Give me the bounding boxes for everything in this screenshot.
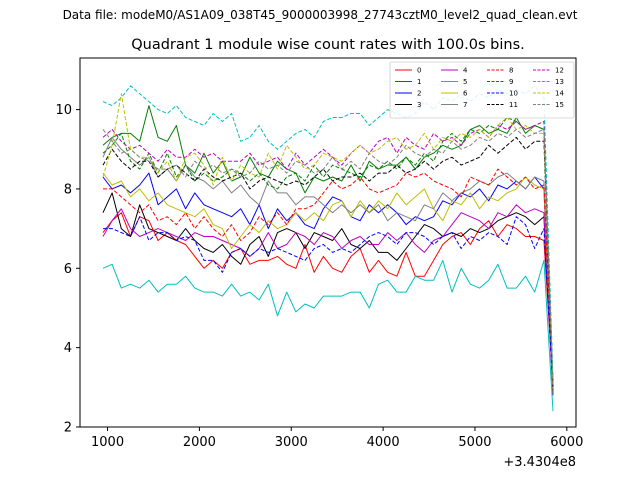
series-line-9 [102,117,554,392]
series-line-10 [103,216,554,388]
series-line-11 [102,136,554,388]
series-layer [102,85,554,412]
chart-title: Quadrant 1 module wise count rates with … [131,37,525,53]
x-tick-label: 1000 [91,435,124,450]
legend-label-2: 2 [417,90,421,98]
legend-label-9: 9 [509,78,513,86]
legend-label-3: 3 [417,101,421,109]
series-line-0 [102,212,554,384]
axes-frame [79,57,577,428]
y-tick-label: 2 [64,421,72,436]
y-tick-label: 4 [64,341,72,356]
legend-label-6: 6 [463,90,468,98]
legend-label-1: 1 [417,78,421,86]
series-line-15 [102,128,554,384]
data-file-caption: Data file: modeM0/AS1A09_038T45_90000039… [63,8,578,22]
legend-label-5: 5 [463,78,467,86]
legend-label-14: 14 [555,90,564,98]
series-line-1 [102,105,554,396]
legend-label-13: 13 [555,78,564,86]
series-line-13 [102,85,554,380]
y-tick-label: 10 [55,103,72,118]
legend-label-11: 11 [509,101,518,109]
legend-label-15: 15 [555,101,564,109]
x-tick-label: 2000 [183,435,216,450]
series-line-2 [102,172,554,392]
legend-box [389,61,575,119]
series-line-12 [102,121,554,384]
legend-label-7: 7 [463,101,467,109]
series-line-14 [102,93,554,388]
series-line-3 [102,192,554,392]
x-tick-label: 4000 [367,435,400,450]
series-line-4 [102,204,554,396]
series-line-6 [102,172,554,392]
series-line-8 [103,168,554,388]
legend-label-10: 10 [509,90,518,98]
legend-label-8: 8 [509,67,513,75]
y-tick-label: 6 [64,262,72,277]
legend-label-0: 0 [417,67,421,75]
x-offset-label: +3.4304e8 [503,455,576,470]
x-tick-label: 6000 [550,435,583,450]
y-tick-label: 8 [64,182,72,197]
legend-label-4: 4 [463,67,468,75]
x-tick-label: 3000 [275,435,308,450]
series-line-7 [102,136,554,388]
series-line-5 [102,259,554,412]
legend-label-12: 12 [555,67,564,75]
x-tick-label: 5000 [458,435,491,450]
